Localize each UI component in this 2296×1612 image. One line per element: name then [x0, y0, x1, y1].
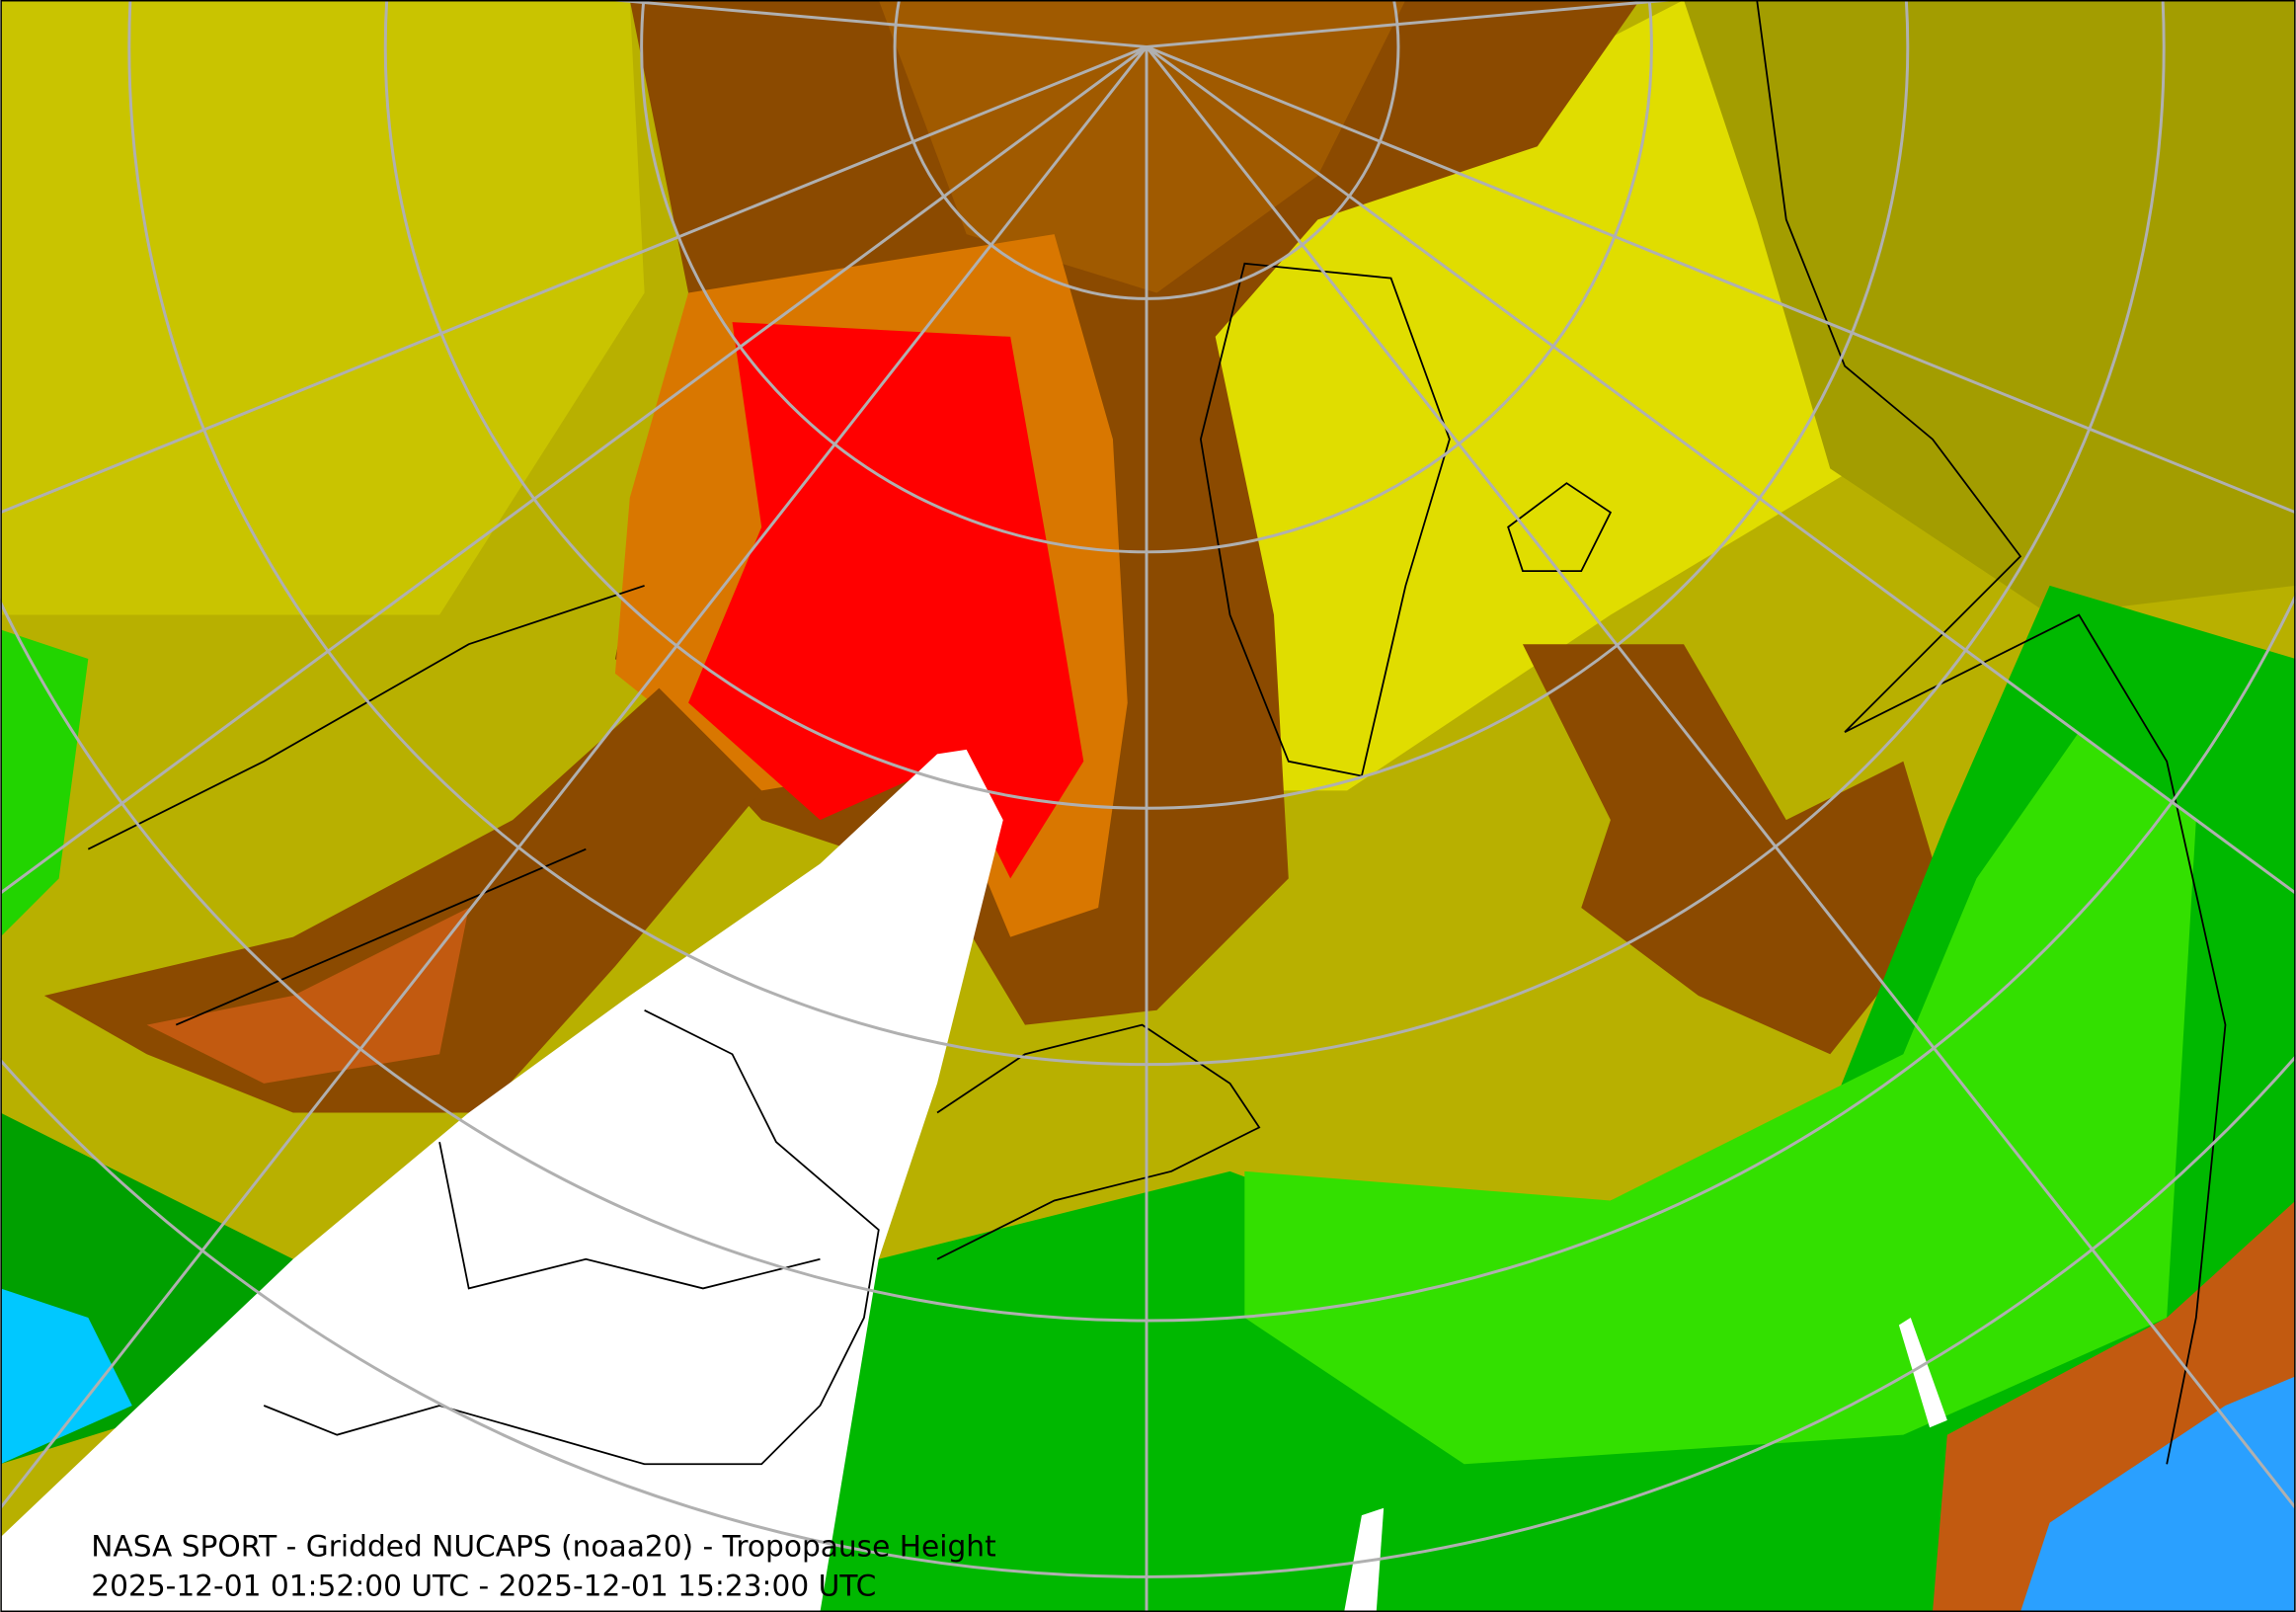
coast-maritimes [936, 1023, 1261, 1260]
meridian [1146, 45, 2296, 895]
field-green-bright [1244, 732, 2196, 1465]
caption-time-range: 2025-12-01 01:52:00 UTC - 2025-12-01 15:… [91, 1569, 876, 1603]
meridian [614, 0, 1148, 48]
coast-iceland [1507, 482, 1613, 572]
coast-north-america [263, 1008, 880, 1466]
meridian [0, 45, 1148, 895]
state-lines [438, 1142, 821, 1290]
field-brown-atlantic [1522, 644, 1947, 1055]
field-blue-sw [0, 1288, 132, 1465]
meridian [1146, 45, 2296, 515]
meridian [1145, 45, 2296, 1509]
field-olive-europe [1684, 0, 2296, 615]
caption-title: NASA SPORT - Gridded NUCAPS (noaa20) - T… [91, 1529, 995, 1564]
no-data-strip [1898, 1318, 1947, 1428]
province-lines [87, 585, 645, 1026]
meridian [0, 45, 1148, 1509]
field-green-nw [0, 629, 89, 937]
meridian [1146, 0, 1670, 48]
field-blue-se [2019, 1376, 2296, 1612]
coast-europe-africa [1756, 0, 2227, 1465]
no-data-swath [0, 749, 1003, 1612]
field-red [688, 322, 1084, 879]
field-brown-west [43, 687, 762, 1113]
meridian [0, 45, 1148, 515]
field-orange-west [146, 908, 469, 1084]
field-yellow-west [0, 0, 645, 615]
